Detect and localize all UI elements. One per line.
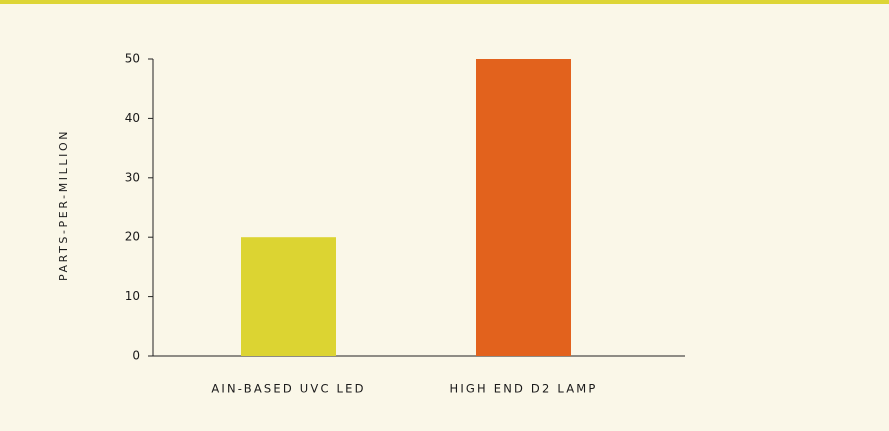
- bar: [476, 59, 571, 356]
- bar: [241, 237, 336, 356]
- y-tick-label: 40: [125, 111, 140, 125]
- y-axis-label: PARTS-PER-MILLION: [57, 129, 70, 281]
- y-tick-label: 0: [132, 349, 140, 363]
- x-tick-label: AIN-BASED UVC LED: [211, 382, 365, 396]
- y-tick-label: 30: [125, 170, 140, 184]
- y-tick-label: 50: [125, 52, 140, 66]
- y-tick-label: 10: [125, 289, 140, 303]
- top-border: [0, 0, 889, 4]
- y-tick-label: 20: [125, 230, 140, 244]
- x-tick-label: HIGH END D2 LAMP: [449, 382, 597, 396]
